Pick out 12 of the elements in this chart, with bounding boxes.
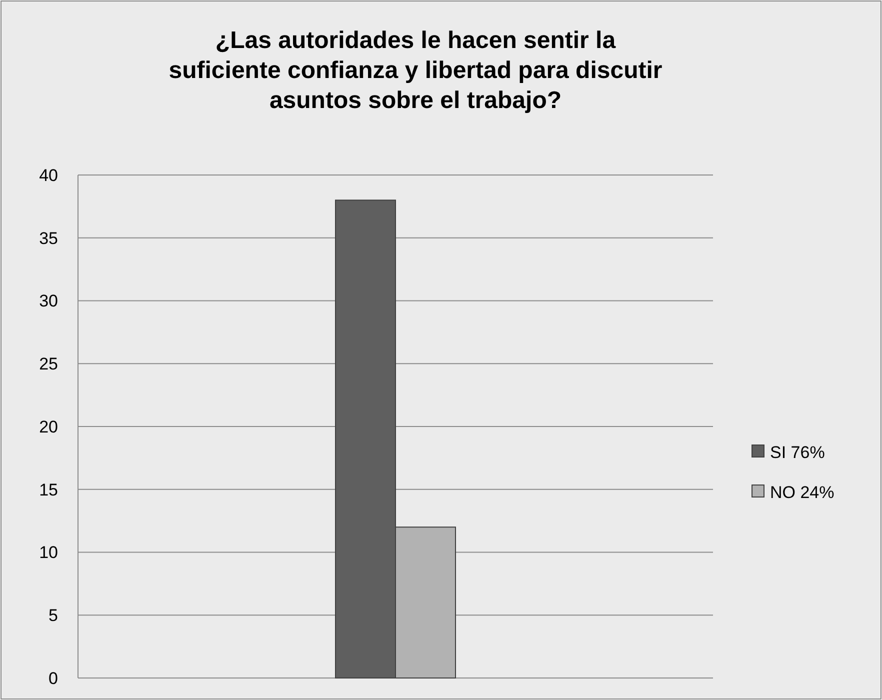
- y-tick-label: 10: [39, 543, 58, 562]
- y-tick-label: 40: [39, 166, 58, 185]
- y-tick-label: 25: [39, 354, 58, 374]
- y-tick-label: 5: [48, 606, 58, 626]
- chart-title: ¿Las autoridades le hacen sentir la suficiente confianza y libertad para discutir asuntos sobre el trabajo?: [168, 27, 662, 114]
- y-tick-label: 35: [39, 228, 58, 248]
- y-tick-label: 20: [39, 417, 58, 436]
- y-tick-label: 30: [39, 292, 58, 311]
- legend-label: SI 76%: [770, 442, 825, 462]
- legend-label: NO 24%: [770, 482, 834, 502]
- y-tick-label: 15: [39, 480, 58, 500]
- y-tick-label: 0: [48, 668, 58, 688]
